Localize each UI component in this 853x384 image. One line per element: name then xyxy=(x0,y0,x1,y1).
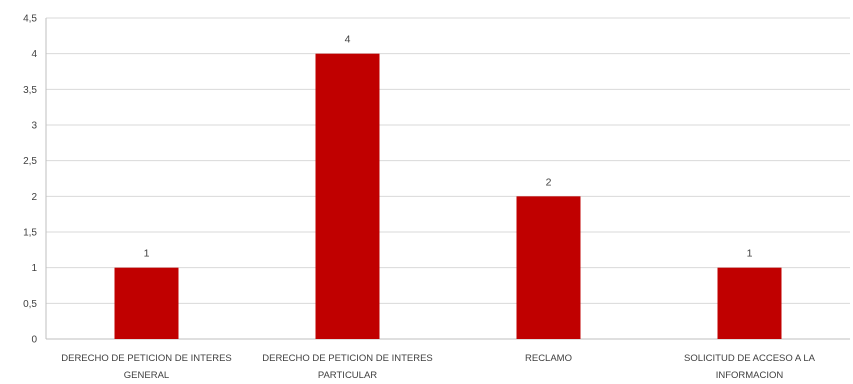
y-tick-label: 0,5 xyxy=(23,299,37,310)
x-tick-label: RECLAMO xyxy=(525,353,572,364)
gridlines xyxy=(46,17,850,304)
bar xyxy=(717,267,782,339)
y-tick-label: 0 xyxy=(31,335,37,346)
bar xyxy=(315,53,380,340)
y-tick-label: 4,5 xyxy=(23,14,37,25)
x-tick-label: INFORMACION xyxy=(716,370,784,381)
labels: 0 0,5 1 1,5 2 2,5 3 3,5 4 4,5 1 DERECHO DE PETICION… xyxy=(23,14,816,382)
axes xyxy=(45,18,850,340)
data-label: 1 xyxy=(144,248,150,260)
x-tick-label: DERECHO DE PETICION DE INTERES xyxy=(61,353,232,364)
x-tick-label: GENERAL xyxy=(124,370,169,381)
y-tick-label: 3 xyxy=(31,121,37,132)
bar xyxy=(516,196,581,339)
y-tick-label: 1 xyxy=(31,263,37,274)
bars xyxy=(114,53,782,340)
y-tick-label: 2 xyxy=(31,192,37,203)
x-tick-label: SOLICITUD DE ACCESO A LA xyxy=(684,353,816,364)
y-tick-label: 4 xyxy=(31,49,37,60)
bar xyxy=(114,267,179,339)
data-label: 4 xyxy=(345,34,351,46)
data-label: 1 xyxy=(747,248,753,260)
y-tick-label: 3,5 xyxy=(23,85,37,96)
data-label: 2 xyxy=(546,176,552,188)
y-tick-label: 1,5 xyxy=(23,228,37,239)
x-tick-label: DERECHO DE PETICION DE INTERES xyxy=(262,353,433,364)
y-tick-label: 2,5 xyxy=(23,156,37,167)
x-tick-label: PARTICULAR xyxy=(318,370,377,381)
